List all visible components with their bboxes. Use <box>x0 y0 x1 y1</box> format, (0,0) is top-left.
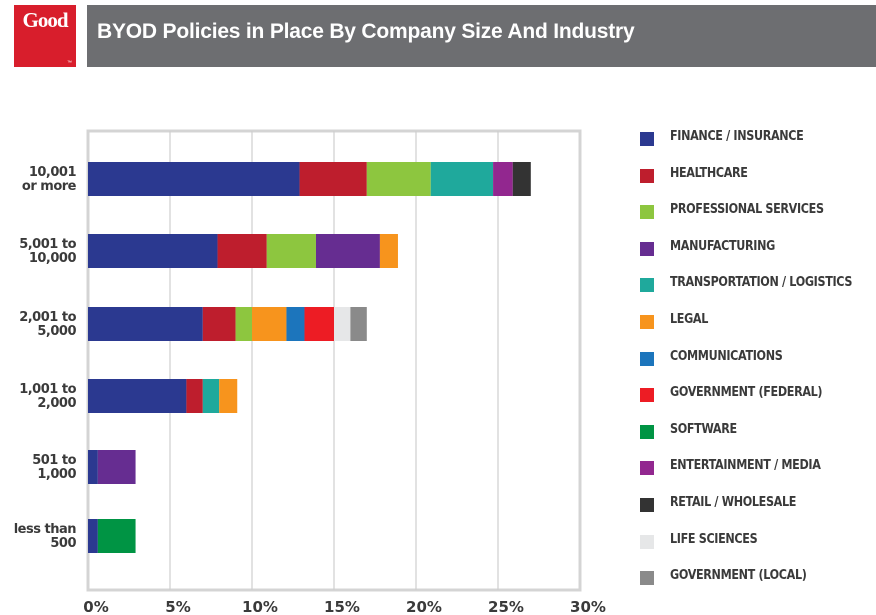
x-tick-label: 20% <box>406 598 442 615</box>
x-tick-label: 0% <box>83 598 108 615</box>
good-logo: Good ™ <box>14 5 76 67</box>
legend-label: LIFE SCIENCES <box>670 531 758 547</box>
bar-segment <box>266 234 316 268</box>
legend-swatch <box>640 315 654 329</box>
legend-label: MANUFACTURING <box>670 238 775 254</box>
legend-label: HEALTHCARE <box>670 165 748 181</box>
legend-label: ENTERTAINMENT / MEDIA <box>670 458 821 474</box>
y-tick-label: 1,001 to 2,000 <box>19 382 76 411</box>
header-bar <box>87 5 876 67</box>
x-tick-label: 5% <box>165 598 190 615</box>
legend-swatch <box>640 498 654 512</box>
bar-segment <box>88 519 98 553</box>
bar-segment <box>88 162 300 196</box>
bar-segment <box>286 307 305 341</box>
legend-swatch <box>640 571 654 586</box>
legend-swatch <box>640 205 654 220</box>
legend-label: PROFESSIONAL SERVICES <box>670 202 824 218</box>
y-tick-label: 10,001 or more <box>22 165 77 194</box>
x-tick-label: 25% <box>488 598 524 615</box>
bar-segment <box>88 307 203 341</box>
bar-segment <box>88 450 98 484</box>
legend-label: COMMUNICATIONS <box>670 348 783 364</box>
bar-segment <box>88 234 218 268</box>
bar-segment <box>252 307 287 341</box>
legend-swatch <box>640 278 654 293</box>
legend-swatch <box>640 424 654 439</box>
x-tick-label: 30% <box>570 598 606 615</box>
legend-label: TRANSPORTATION / LOGISTICS <box>670 275 853 291</box>
bar-segment <box>202 307 236 341</box>
bar-segment <box>334 307 351 341</box>
legend-swatch <box>640 534 654 549</box>
legend-label: SOFTWARE <box>670 421 737 437</box>
bar-segment <box>202 379 220 413</box>
logo-trademark: ™ <box>67 60 72 66</box>
legend-swatch <box>640 388 654 403</box>
bar-segment <box>304 307 334 341</box>
bar-segment <box>299 162 367 196</box>
bar-segment <box>97 450 136 484</box>
bar-segment <box>350 307 367 341</box>
bar-segment <box>315 234 380 268</box>
y-tick-label: 5,001 to 10,000 <box>19 237 76 266</box>
bar-segment <box>512 162 531 196</box>
legend-label: RETAIL / WHOLESALE <box>670 495 797 510</box>
page-title: BYOD Policies in Place By Company Size A… <box>97 20 635 43</box>
bar-segment <box>88 379 187 413</box>
y-tick-label: 501 to 1,000 <box>32 453 76 482</box>
y-tick-label: 2,001 to 5,000 <box>19 310 76 339</box>
legend-label: GOVERNMENT (LOCAL) <box>670 568 807 584</box>
bar-segment <box>186 379 203 413</box>
bar-segment <box>235 307 252 341</box>
x-tick-label: 10% <box>242 598 278 615</box>
legend-swatch <box>640 132 654 146</box>
x-tick-label: 15% <box>324 598 360 615</box>
bar-segment <box>430 162 494 196</box>
legend-label: GOVERNMENT (FEDERAL) <box>670 385 823 401</box>
legend-swatch <box>640 461 654 476</box>
bar-segment <box>366 162 431 196</box>
legend-swatch <box>640 351 654 366</box>
bar-segment <box>217 234 267 268</box>
y-tick-label: less than 500 <box>14 522 77 551</box>
legend-label: LEGAL <box>670 312 709 327</box>
bar-segment <box>379 234 398 268</box>
bar-segment <box>219 379 238 413</box>
legend-label: FINANCE / INSURANCE <box>670 129 804 144</box>
bar-segment <box>493 162 513 196</box>
bar-segment <box>97 519 136 553</box>
legend-swatch <box>640 168 654 183</box>
logo-text: Good <box>22 8 68 32</box>
legend-swatch <box>640 241 654 256</box>
